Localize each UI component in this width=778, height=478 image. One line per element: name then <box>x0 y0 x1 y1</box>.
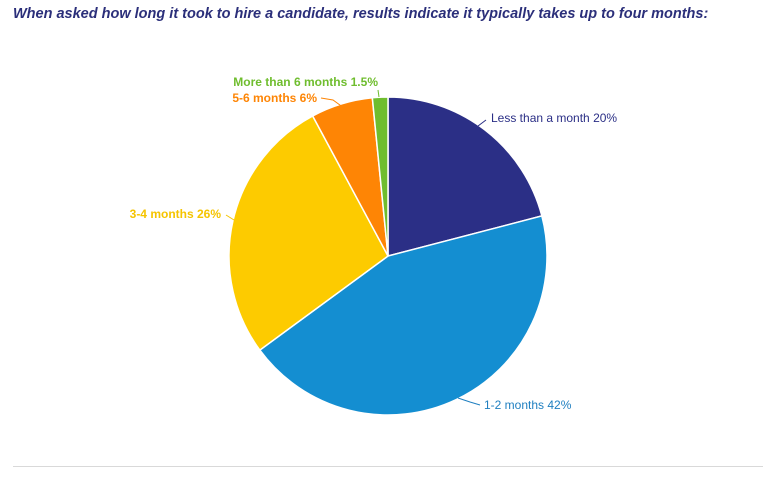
leader-line <box>377 89 380 98</box>
slice-label: 1-2 months 42% <box>484 398 572 412</box>
pie-slice-3-4-months <box>228 114 389 352</box>
pie-slices <box>228 96 548 416</box>
slice-label: 5-6 months 6% <box>232 91 317 105</box>
slice-label: 3-4 months 26% <box>130 207 222 221</box>
chart-title: When asked how long it took to hire a ca… <box>13 6 709 22</box>
pie-slice-1-2-months <box>258 214 548 416</box>
leader-line <box>477 119 487 127</box>
leader-line <box>457 397 481 406</box>
leader-line <box>320 97 345 109</box>
leader-line <box>225 214 235 221</box>
leader-lines <box>225 89 487 406</box>
slice-labels: Less than a month 20% 1-2 months 42% 3-4 m… <box>130 75 618 412</box>
slice-label: More than 6 months 1.5% <box>233 75 378 89</box>
footer-divider <box>13 466 763 467</box>
pie-slice-less-than-a-month <box>387 96 543 257</box>
pie-slice-more-than-6-months <box>371 96 389 257</box>
slice-label: Less than a month 20% <box>491 111 617 125</box>
